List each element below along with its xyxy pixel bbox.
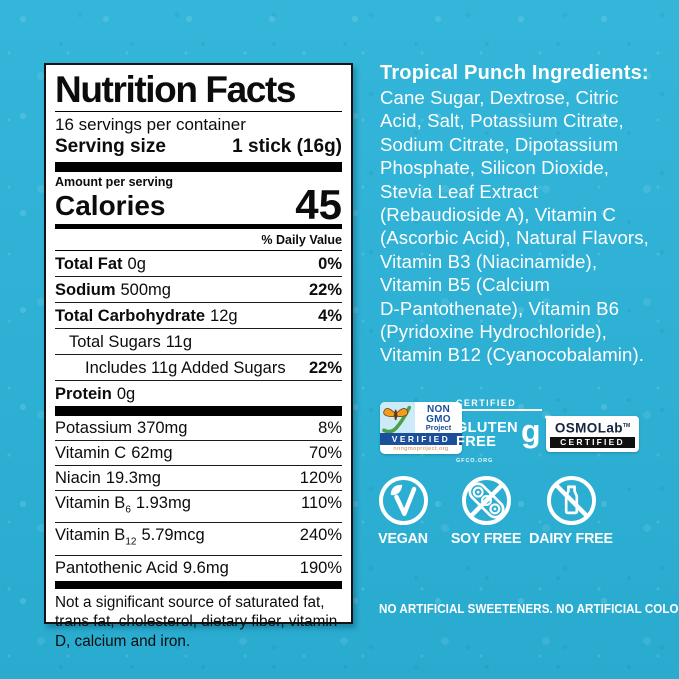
micronutrient-row-vitamin-c: Vitamin C 62mg 70% (55, 441, 342, 466)
daily-value: 8% (318, 419, 342, 437)
daily-value: 110% (301, 494, 342, 512)
non-gmo-project-badge: NON GMO Project VERIFIED nongmoproject.o… (380, 402, 462, 454)
dairy-free-mark: DAIRY FREE (526, 474, 616, 547)
dairy-free-label: DAIRY FREE (529, 530, 613, 547)
daily-value: 70% (308, 444, 342, 462)
serving-size-label: Serving size (55, 136, 166, 157)
gluten-free-word1: GLUTEN (456, 419, 519, 436)
svg-text:g: g (521, 413, 541, 449)
calories-row: Calories 45 (55, 181, 342, 228)
soy-free-icon (461, 475, 511, 526)
non-gmo-line1: NON (426, 404, 451, 415)
non-gmo-verified-label: VERIFIED (380, 433, 462, 445)
non-gmo-line2: GMO (426, 413, 451, 425)
non-gmo-url: nongmoproject.org (393, 446, 449, 452)
daily-value: 240% (299, 526, 342, 545)
daily-value: 0% (318, 254, 342, 273)
ingredients-title: Tropical Punch Ingredients: (380, 62, 649, 84)
soy-free-mark: SOY FREE (446, 474, 526, 547)
micronutrient-row-niacin: Niacin 19.3mg 120% (55, 466, 342, 491)
medium-divider (55, 224, 342, 229)
nutrient-row-total-sugars: Total Sugars 11g (55, 329, 342, 355)
nutrition-footnote: Not a significant source of saturated fa… (55, 593, 338, 650)
gluten-free-org-url: GFCO.ORG (456, 458, 494, 464)
micronutrient-row-potassium: Potassium 370mg 8% (55, 416, 342, 441)
daily-value: 22% (308, 358, 342, 377)
nutrient-row-sodium: Sodium 500mg 22% (55, 277, 342, 303)
soy-free-label: SOY FREE (450, 530, 522, 547)
nutrient-row-added-sugars: Includes 11g Added Sugars 22% (55, 355, 342, 381)
nutrient-row-protein: Protein 0g (55, 384, 136, 403)
serving-size-row: Serving size 1 stick (16g) (55, 135, 342, 162)
thick-divider (55, 162, 342, 172)
serving-size-value: 1 stick (16g) (232, 136, 342, 157)
nutrient-row-total-carbohydrate: Total Carbohydrate 12g 4% (55, 303, 342, 329)
daily-value: 190% (299, 558, 342, 577)
osmolab-brand: OSMOLab (554, 420, 623, 436)
thick-divider (55, 406, 342, 416)
ingredients-section: Tropical Punch Ingredients: Cane Sugar, … (380, 61, 679, 367)
osmolab-certified-badge: OSMOLabTM CERTIFIED (546, 416, 639, 452)
non-gmo-line3: Project (425, 423, 452, 432)
nutrition-facts-title: Nutrition Facts (55, 69, 296, 110)
butterfly-icon (380, 402, 415, 433)
micronutrient-row-vitamin-b12: Vitamin B12 5.79mcg 240% (55, 523, 342, 556)
daily-value: 22% (308, 280, 342, 299)
dairy-free-icon (546, 475, 596, 526)
vegan-mark: VEGAN (372, 474, 434, 547)
nutrition-facts-panel: Nutrition Facts 16 servings per containe… (44, 63, 353, 650)
vegan-label: VEGAN (378, 530, 428, 547)
ingredients-text: Cane Sugar, Dextrose, Citric Acid, Salt,… (380, 87, 649, 366)
vegan-icon (378, 475, 428, 526)
daily-value: 120% (299, 469, 342, 487)
servings-per-container: 16 servings per container (55, 115, 246, 134)
no-artificial-tagline: NO ARTIFICIAL SWEETENERS. NO ARTIFICIAL … (379, 601, 679, 616)
certified-gluten-free-badge: CERTIFIED GLUTEN FREE g GFCO.ORG (456, 398, 556, 464)
amount-per-serving-label: Amount per serving (55, 175, 174, 189)
daily-value: 4% (318, 306, 342, 325)
daily-value-header: % Daily Value (55, 229, 342, 251)
title-divider (55, 111, 342, 112)
nutrient-row-total-fat: Total Fat 0g 0% (55, 251, 342, 277)
osmolab-certified-label: CERTIFIED (550, 436, 635, 448)
thick-divider (55, 580, 342, 589)
micronutrient-row-vitamin-b6: Vitamin B6 1.93mg 110% (55, 491, 342, 524)
gluten-free-certified-label: CERTIFIED (456, 398, 543, 411)
micronutrient-row-pantothenic-acid: Pantothenic Acid 9.6mg 190% (55, 558, 342, 577)
calories-label: Calories (55, 190, 166, 221)
gluten-free-word2: FREE (456, 433, 497, 450)
trademark-symbol: TM (622, 423, 631, 429)
calories-value: 45 (295, 181, 342, 228)
